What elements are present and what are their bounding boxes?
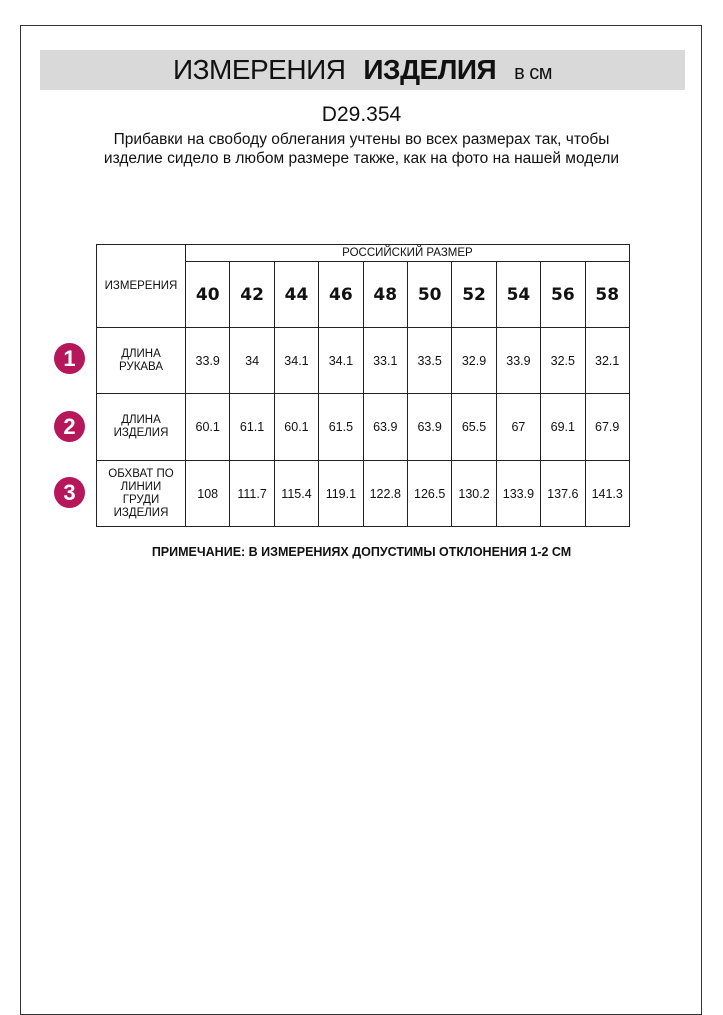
size-44: 44 xyxy=(273,261,320,328)
table-cell: 33.9 xyxy=(184,327,231,394)
table-cell: 111.7 xyxy=(229,460,275,527)
note: ПРИМЕЧАНИЕ: В ИЗМЕРЕНИЯХ ДОПУСТИМЫ ОТКЛО… xyxy=(151,545,572,559)
badge-3: 3 xyxy=(54,477,85,508)
table-cell: 32.9 xyxy=(451,327,497,394)
table-cell: 33.9 xyxy=(495,327,542,394)
size-54: 54 xyxy=(495,261,542,328)
table-cell: 32.5 xyxy=(540,327,586,394)
product-code: D29.354 xyxy=(321,103,402,126)
size-46: 46 xyxy=(318,261,364,328)
badge-2: 2 xyxy=(54,411,85,442)
table-cell: 67 xyxy=(495,393,542,461)
table-cell: 33.1 xyxy=(362,327,408,394)
table-cell: 34 xyxy=(229,327,275,394)
title-unit: в см xyxy=(514,62,553,84)
table-cell: 115.4 xyxy=(273,460,320,527)
table-cell: 60.1 xyxy=(273,393,320,461)
table-cell: 108 xyxy=(184,460,231,527)
badge-1: 1 xyxy=(54,343,85,374)
description: Прибавки на свободу облегания учтены во … xyxy=(103,131,620,167)
table-cell: 133.9 xyxy=(495,460,542,527)
title-regular: ИЗМЕРЕНИЯ xyxy=(172,54,346,85)
size-header: РОССИЙСКИЙ РАЗМЕР xyxy=(185,244,630,262)
size-42: 42 xyxy=(229,261,275,328)
table-cell: 119.1 xyxy=(318,460,364,527)
table-cell: 63.9 xyxy=(406,393,453,461)
table-cell: 126.5 xyxy=(406,460,453,527)
row-label: ДЛИНА ИЗДЕЛИЯ xyxy=(96,393,186,461)
table-cell: 67.9 xyxy=(584,393,630,461)
table-cell: 137.6 xyxy=(540,460,586,527)
size-table: ИЗМЕРЕНИЯ РОССИЙСКИЙ РАЗМЕР 40 42 44 46 48 50… xyxy=(96,244,630,527)
table-cell: 61.5 xyxy=(318,393,364,461)
size-56: 56 xyxy=(540,261,586,328)
row-label: ОБХВАТ ПО ЛИНИИ ГРУДИ ИЗДЕЛИЯ xyxy=(96,460,186,527)
table-cell: 69.1 xyxy=(540,393,586,461)
table-cell: 122.8 xyxy=(362,460,408,527)
table-cell: 61.1 xyxy=(229,393,275,461)
measure-header: ИЗМЕРЕНИЯ xyxy=(96,244,186,328)
title-band: ИЗМЕРЕНИЯ ИЗДЕЛИЯ в см xyxy=(40,50,685,90)
size-40: 40 xyxy=(184,261,231,328)
table-cell: 63.9 xyxy=(362,393,408,461)
row-label: ДЛИНА РУКАВА xyxy=(96,327,186,394)
table-cell: 32.1 xyxy=(584,327,630,394)
table-cell: 65.5 xyxy=(451,393,497,461)
table-cell: 141.3 xyxy=(584,460,630,527)
size-48: 48 xyxy=(362,261,408,328)
table-cell: 34.1 xyxy=(318,327,364,394)
size-52: 52 xyxy=(451,261,497,328)
table-cell: 33.5 xyxy=(406,327,453,394)
table-cell: 60.1 xyxy=(184,393,231,461)
size-58: 58 xyxy=(584,261,630,328)
size-50: 50 xyxy=(406,261,453,328)
table-cell: 34.1 xyxy=(273,327,320,394)
table-cell: 130.2 xyxy=(451,460,497,527)
title-bold: ИЗДЕЛИЯ xyxy=(363,54,497,85)
